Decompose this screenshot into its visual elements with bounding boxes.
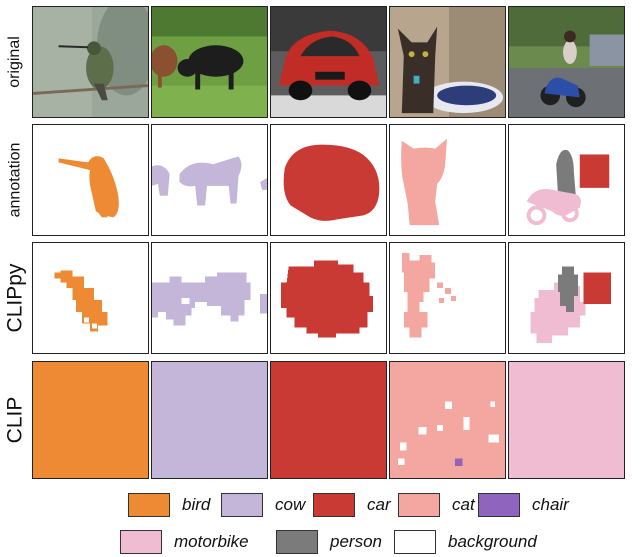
legend-swatch-car <box>313 493 355 517</box>
original-motorbike-photo <box>508 6 625 118</box>
clippy-bird-prediction <box>32 242 149 354</box>
legend-swatch-chair <box>478 493 520 517</box>
clippy-cat-prediction <box>389 242 506 354</box>
original-car-photo <box>270 6 387 118</box>
clip-cat-prediction <box>389 361 506 479</box>
clip-car-prediction <box>270 361 387 479</box>
legend-label-bird: bird <box>182 495 211 514</box>
legend-label-cat: cat <box>452 495 475 514</box>
row-label-annotation: annotation <box>6 142 24 218</box>
clippy-cow-prediction <box>151 242 268 354</box>
clippy-motorbike-prediction <box>508 242 625 354</box>
legend-cat: cat <box>398 493 475 517</box>
legend-bird: bird <box>128 493 210 517</box>
annotation-motorbike-mask <box>508 124 625 236</box>
annotation-car-mask <box>270 124 387 236</box>
legend-cow: cow <box>221 493 305 517</box>
legend-swatch-person <box>276 530 318 554</box>
clip-motorbike-prediction <box>508 361 625 479</box>
legend-label-cow: cow <box>275 495 306 514</box>
original-bird-photo <box>32 6 149 118</box>
legend-swatch-cow <box>221 493 263 517</box>
original-cow-photo <box>151 6 268 118</box>
clip-bird-prediction <box>32 361 149 479</box>
legend-swatch-cat <box>398 493 440 517</box>
row-label-original: original <box>6 36 23 88</box>
row-label-clip: CLIP <box>3 396 26 444</box>
legend-motorbike: motorbike <box>120 530 249 554</box>
legend-swatch-motorbike <box>120 530 162 554</box>
legend-person: person <box>276 530 382 554</box>
annotation-cat-mask <box>389 124 506 236</box>
legend-label-background: background <box>448 532 537 551</box>
legend-chair: chair <box>478 493 569 517</box>
legend-swatch-bird <box>128 493 170 517</box>
row-label-clippy: CLIPpy <box>3 263 26 333</box>
legend-label-chair: chair <box>532 495 569 514</box>
annotation-cow-mask <box>151 124 268 236</box>
original-cat-photo <box>389 6 506 118</box>
legend-car: car <box>313 493 391 517</box>
clippy-car-prediction <box>270 242 387 354</box>
legend-label-car: car <box>367 495 391 514</box>
legend-swatch-background <box>394 530 436 554</box>
annotation-bird-mask <box>32 124 149 236</box>
legend-background: background <box>394 530 537 554</box>
legend-label-motorbike: motorbike <box>174 532 249 551</box>
clip-cow-prediction <box>151 361 268 479</box>
legend-label-person: person <box>330 532 382 551</box>
